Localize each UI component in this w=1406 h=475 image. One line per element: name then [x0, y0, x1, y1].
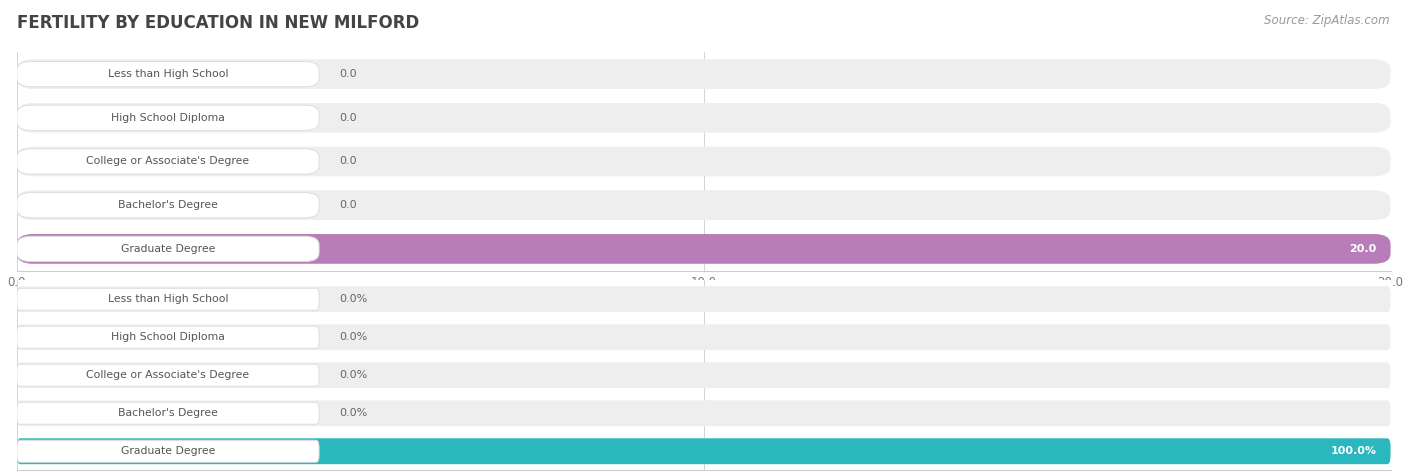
FancyBboxPatch shape: [17, 324, 1391, 350]
Text: Graduate Degree: Graduate Degree: [121, 244, 215, 254]
Text: Bachelor's Degree: Bachelor's Degree: [118, 200, 218, 210]
Text: 0.0: 0.0: [340, 69, 357, 79]
Text: 0.0: 0.0: [340, 113, 357, 123]
Text: 0.0%: 0.0%: [340, 370, 368, 380]
Text: 20.0: 20.0: [1350, 244, 1376, 254]
Text: 0.0: 0.0: [340, 200, 357, 210]
FancyBboxPatch shape: [17, 288, 319, 310]
FancyBboxPatch shape: [17, 402, 319, 424]
FancyBboxPatch shape: [17, 147, 1391, 176]
Text: Less than High School: Less than High School: [108, 69, 228, 79]
FancyBboxPatch shape: [17, 440, 319, 462]
Text: Source: ZipAtlas.com: Source: ZipAtlas.com: [1264, 14, 1389, 27]
Text: 0.0%: 0.0%: [340, 332, 368, 342]
FancyBboxPatch shape: [17, 105, 319, 131]
FancyBboxPatch shape: [17, 438, 1391, 464]
FancyBboxPatch shape: [17, 234, 1391, 264]
Text: College or Associate's Degree: College or Associate's Degree: [86, 156, 249, 167]
Text: 0.0: 0.0: [340, 156, 357, 167]
Text: 100.0%: 100.0%: [1331, 446, 1376, 456]
FancyBboxPatch shape: [17, 286, 1391, 312]
FancyBboxPatch shape: [17, 190, 1391, 220]
FancyBboxPatch shape: [17, 364, 319, 386]
Text: High School Diploma: High School Diploma: [111, 113, 225, 123]
FancyBboxPatch shape: [17, 400, 1391, 426]
Text: Graduate Degree: Graduate Degree: [121, 446, 215, 456]
FancyBboxPatch shape: [17, 59, 1391, 89]
FancyBboxPatch shape: [17, 438, 1391, 464]
FancyBboxPatch shape: [17, 61, 319, 87]
FancyBboxPatch shape: [17, 149, 319, 174]
FancyBboxPatch shape: [17, 236, 319, 262]
Text: FERTILITY BY EDUCATION IN NEW MILFORD: FERTILITY BY EDUCATION IN NEW MILFORD: [17, 14, 419, 32]
Text: 0.0%: 0.0%: [340, 408, 368, 418]
Text: College or Associate's Degree: College or Associate's Degree: [86, 370, 249, 380]
Text: High School Diploma: High School Diploma: [111, 332, 225, 342]
FancyBboxPatch shape: [17, 326, 319, 348]
Text: Less than High School: Less than High School: [108, 294, 228, 304]
Text: Bachelor's Degree: Bachelor's Degree: [118, 408, 218, 418]
FancyBboxPatch shape: [17, 192, 319, 218]
FancyBboxPatch shape: [17, 234, 1391, 264]
FancyBboxPatch shape: [17, 362, 1391, 388]
FancyBboxPatch shape: [17, 103, 1391, 133]
Text: 0.0%: 0.0%: [340, 294, 368, 304]
